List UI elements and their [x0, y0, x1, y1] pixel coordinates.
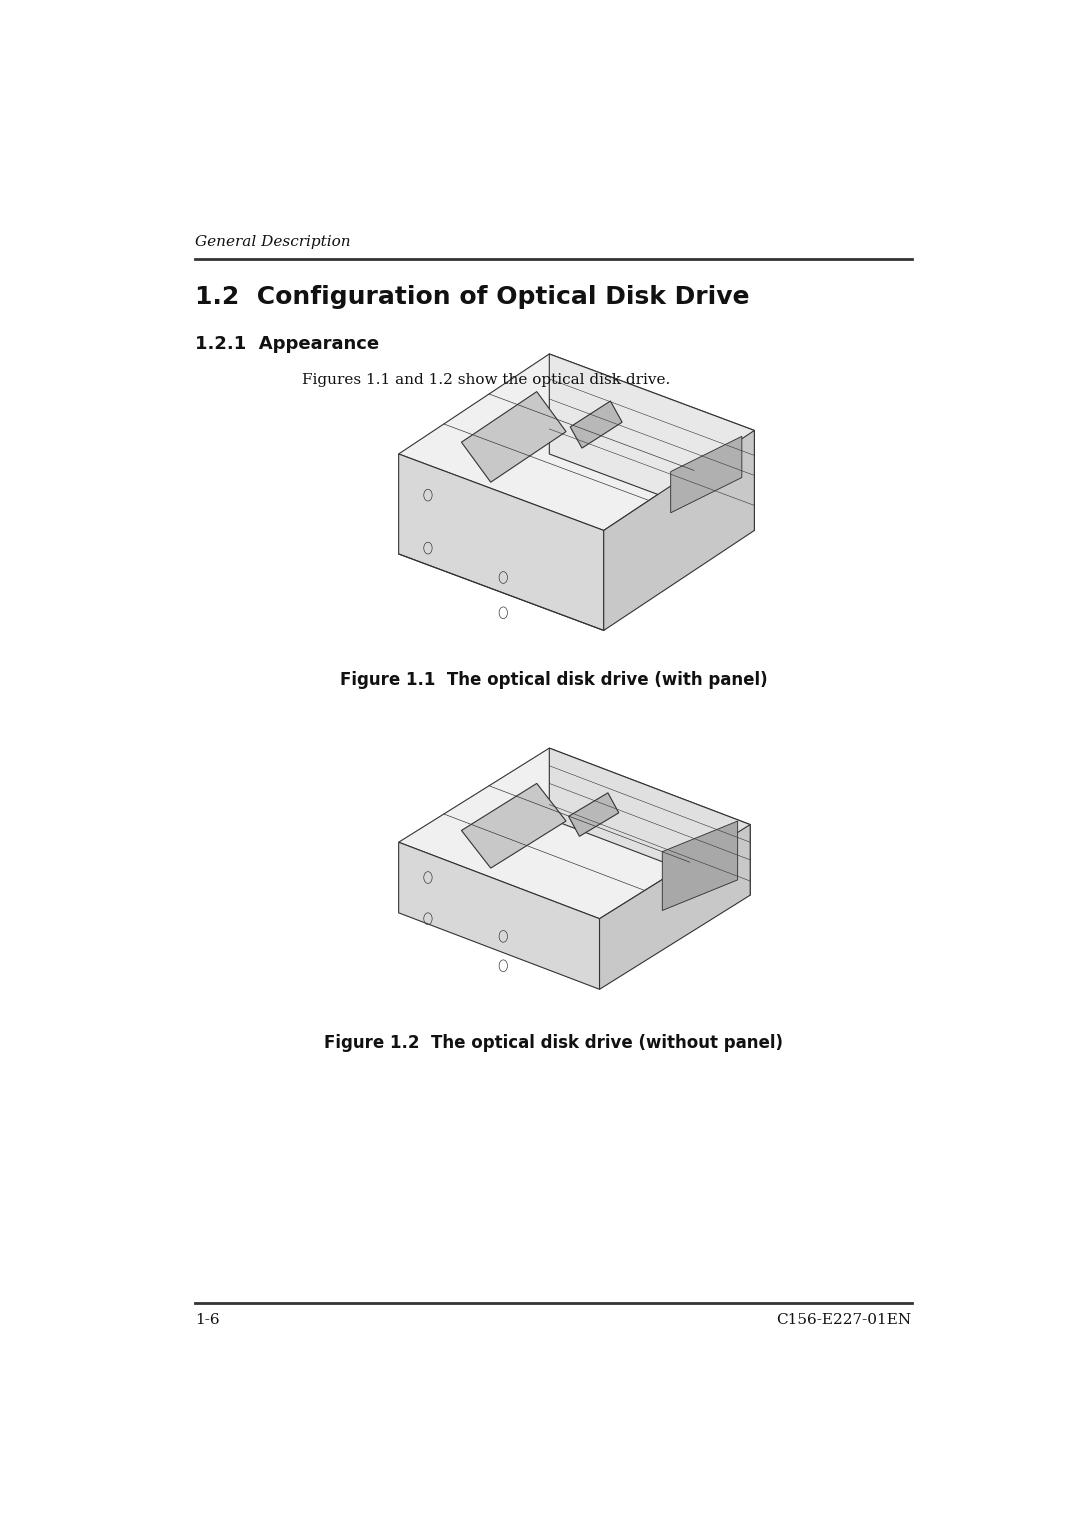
Polygon shape [604, 431, 754, 631]
Polygon shape [461, 391, 566, 483]
Polygon shape [399, 749, 751, 918]
Text: 1-6: 1-6 [195, 1313, 220, 1326]
Polygon shape [662, 821, 738, 911]
Polygon shape [461, 784, 566, 868]
Text: Figure 1.2  The optical disk drive (without panel): Figure 1.2 The optical disk drive (witho… [324, 1033, 783, 1051]
Text: C156-E227-01EN: C156-E227-01EN [777, 1313, 912, 1326]
Polygon shape [599, 825, 751, 989]
Polygon shape [399, 354, 754, 530]
Text: Figures 1.1 and 1.2 show the optical disk drive.: Figures 1.1 and 1.2 show the optical dis… [302, 373, 671, 387]
Polygon shape [399, 842, 599, 989]
Polygon shape [671, 437, 742, 513]
Text: 1.2  Configuration of Optical Disk Drive: 1.2 Configuration of Optical Disk Drive [195, 286, 750, 309]
Polygon shape [399, 454, 604, 631]
Polygon shape [550, 749, 751, 895]
Text: Figure 1.1  The optical disk drive (with panel): Figure 1.1 The optical disk drive (with … [340, 671, 767, 689]
Text: 1.2.1  Appearance: 1.2.1 Appearance [195, 335, 379, 353]
Text: General Description: General Description [195, 235, 351, 249]
Polygon shape [570, 400, 622, 448]
Polygon shape [568, 793, 619, 836]
Polygon shape [550, 354, 754, 530]
